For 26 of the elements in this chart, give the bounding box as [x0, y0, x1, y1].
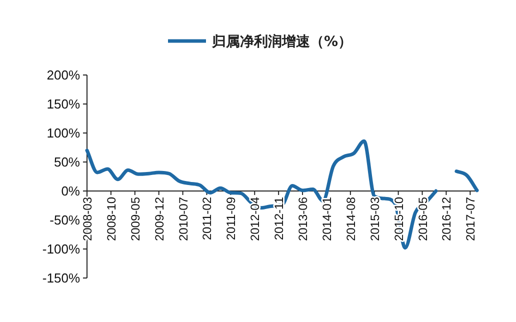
x-tick-label: 2010-07 [176, 196, 190, 242]
x-tick-label: 2015-03 [368, 196, 382, 242]
x-tick-label: 2017-07 [464, 196, 478, 242]
x-tick-label: 2012-11 [272, 196, 286, 240]
x-tick-label: 2011-09 [224, 196, 238, 240]
x-tick-label: 2016-05 [416, 196, 430, 242]
y-tick-label: -50% [50, 212, 80, 228]
x-tick-label: 2016-12 [440, 196, 454, 242]
y-tick-label: 200% [46, 68, 80, 82]
x-tick-label: 2014-01 [320, 196, 334, 242]
y-tick-label: -150% [42, 270, 80, 286]
x-tick-label: 2011-02 [200, 196, 214, 240]
x-tick-label: 2008-10 [104, 196, 118, 242]
y-tick-label: 0% [61, 184, 80, 198]
x-tick-label: 2009-05 [128, 196, 142, 242]
x-tick-label: 2012-04 [248, 196, 262, 242]
y-tick-label: 150% [46, 96, 80, 112]
y-tick-label: 50% [54, 154, 80, 170]
x-tick-label: 2014-08 [344, 196, 358, 242]
x-tick-label: 2015-10 [392, 196, 406, 242]
x-tick-label: 2008-03 [80, 196, 94, 242]
legend-label: 归属净利润增速（%） [211, 33, 352, 50]
y-tick-label: -100% [42, 242, 80, 256]
y-tick-label: 100% [46, 126, 80, 140]
x-tick-label: 2013-06 [296, 196, 310, 242]
x-tick-label: 2009-12 [152, 196, 166, 242]
